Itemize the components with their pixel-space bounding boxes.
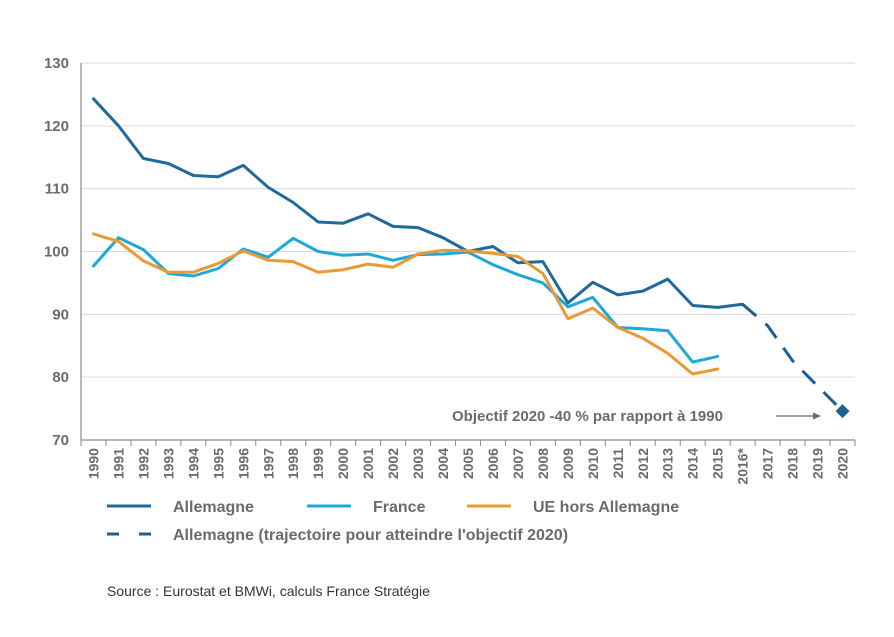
y-tick-label: 110 <box>45 181 69 198</box>
x-tick-label: 2020 <box>835 448 851 479</box>
x-tick-label: 1998 <box>285 448 301 479</box>
x-tick-label: 2008 <box>535 448 551 479</box>
legend-label-2: France <box>373 499 426 516</box>
x-tick-label: 1994 <box>185 448 201 479</box>
x-tick-label: 2016* <box>735 447 751 484</box>
y-tick-label: 120 <box>44 118 69 135</box>
x-tick-label: 2000 <box>335 448 351 479</box>
series-lines <box>92 97 850 419</box>
axes <box>80 63 855 441</box>
source-note: Source : Eurostat et BMWi, calculs Franc… <box>107 583 430 599</box>
x-tick-label: 2019 <box>810 448 826 479</box>
x-tick-label: 2015 <box>710 448 726 479</box>
y-axis-ticks: 70 80 90 100 110 120 130 <box>44 55 69 449</box>
objective-annotation-text: Objectif 2020 -40 % par rapport à 1990 <box>452 408 723 425</box>
y-tick-label: 80 <box>52 369 69 386</box>
x-tick-label: 2005 <box>460 448 476 479</box>
series-line-2 <box>92 236 720 364</box>
legend-label-4: Allemagne (trajectoire pour atteindre l'… <box>173 527 568 544</box>
x-axis-ticks: 1990 1991 1992 1993 1994 1995 1996 1997 1998 1999… <box>80 440 856 485</box>
x-tick-label: 2010 <box>585 448 601 479</box>
x-tick-label: 1992 <box>135 448 151 479</box>
x-tick-label: 1999 <box>310 448 326 479</box>
x-tick-label: 2003 <box>410 448 426 479</box>
y-tick-label: 90 <box>52 306 69 323</box>
x-tick-label: 1993 <box>160 448 176 479</box>
y-tick-label: 100 <box>44 244 69 261</box>
x-tick-label: 2002 <box>385 448 401 479</box>
annotation: Objectif 2020 -40 % par rapport à 1990 <box>452 408 821 425</box>
target-point-marker <box>835 404 850 419</box>
series-line-4 <box>741 303 844 413</box>
x-tick-label: 2006 <box>485 448 501 479</box>
x-tick-label: 2014 <box>685 448 701 479</box>
series-line-1 <box>92 97 745 309</box>
annotation-arrowhead-icon <box>813 412 821 420</box>
x-tick-label: 2013 <box>660 448 676 479</box>
x-tick-label: 1991 <box>110 448 126 479</box>
x-tick-label: 2009 <box>560 448 576 479</box>
x-tick-label: 2018 <box>785 448 801 479</box>
x-tick-label: 2004 <box>435 448 451 479</box>
legend-label-1: Allemagne <box>173 499 254 516</box>
legend-label-3: UE hors Allemagne <box>533 499 679 516</box>
x-tick-label: 2017 <box>760 448 776 479</box>
y-tick-label: 70 <box>52 432 69 449</box>
x-tick-label: 2012 <box>635 448 651 479</box>
grid-lines <box>81 62 855 378</box>
y-tick-label: 130 <box>44 55 69 72</box>
x-tick-label: 1997 <box>260 448 276 479</box>
x-tick-label: 1990 <box>85 448 101 479</box>
legend: Allemagne France UE hors Allemagne Allemagn… <box>107 499 679 544</box>
x-tick-label: 1996 <box>235 448 251 479</box>
x-tick-label: 2011 <box>610 448 626 479</box>
series-line-3 <box>92 232 720 376</box>
x-tick-label: 1995 <box>210 448 226 479</box>
x-tick-label: 2007 <box>510 448 526 479</box>
x-tick-label: 2001 <box>360 448 376 479</box>
